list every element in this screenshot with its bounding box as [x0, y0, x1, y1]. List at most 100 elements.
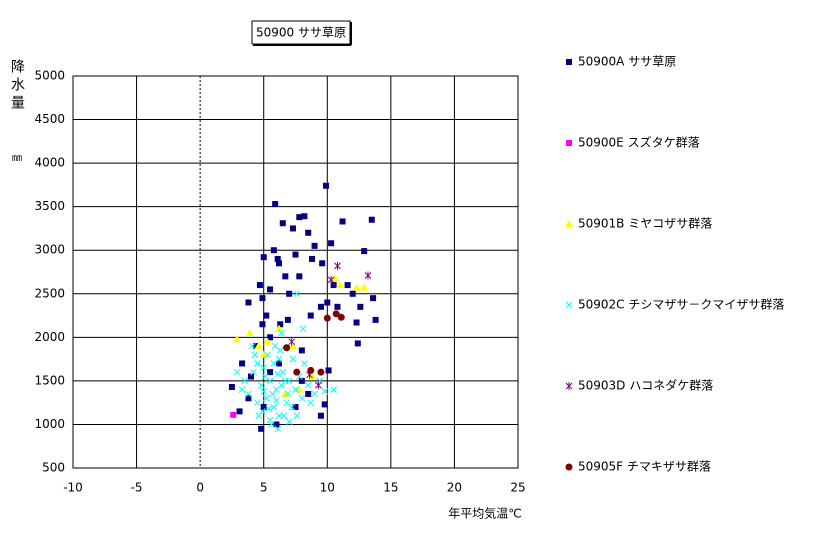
point	[292, 386, 299, 393]
point	[360, 283, 369, 291]
y-tick-label: 5000	[34, 69, 65, 83]
point	[281, 389, 290, 397]
point	[325, 367, 332, 374]
point	[323, 182, 330, 189]
point	[337, 313, 345, 321]
point	[334, 303, 341, 310]
point	[260, 364, 268, 372]
point	[275, 355, 283, 363]
point	[305, 229, 312, 236]
point	[259, 321, 266, 328]
point	[245, 390, 252, 398]
point	[305, 390, 312, 397]
y-tick-label: 1500	[34, 373, 65, 387]
chart-title: 50900 ササ草原	[256, 26, 346, 40]
point	[238, 386, 246, 393]
point	[279, 220, 286, 227]
point	[248, 342, 256, 350]
point	[364, 271, 372, 280]
point	[267, 421, 275, 428]
point	[370, 295, 377, 302]
point	[315, 381, 322, 390]
point	[368, 216, 375, 223]
legend-marker	[566, 140, 572, 146]
point	[296, 273, 303, 280]
point	[288, 337, 296, 346]
point	[256, 282, 263, 289]
point	[245, 395, 252, 402]
point	[284, 316, 291, 323]
legend-label: 50901B ミヤコザサ群落	[578, 217, 712, 231]
point	[324, 299, 331, 306]
point	[289, 225, 296, 232]
point	[260, 387, 268, 395]
point	[273, 421, 280, 428]
point	[317, 303, 324, 310]
point	[248, 373, 254, 380]
point	[288, 342, 297, 350]
point	[317, 412, 324, 419]
point	[239, 360, 246, 367]
point	[245, 328, 254, 336]
point	[264, 351, 271, 359]
x-tick-label: 5	[260, 481, 268, 495]
legend-label: 50903D ハコネダケ群落	[578, 378, 713, 393]
point	[270, 403, 278, 411]
plot-area	[72, 75, 519, 469]
point	[319, 260, 326, 267]
point	[269, 390, 276, 398]
point	[304, 381, 312, 389]
x-tick-label: -10	[63, 481, 83, 495]
point	[349, 290, 356, 297]
x-tick-label: 0	[196, 481, 204, 495]
y-tick-label: 1000	[34, 417, 65, 431]
point	[262, 394, 270, 402]
point	[336, 281, 344, 289]
point	[271, 342, 279, 350]
point	[344, 282, 351, 289]
point	[317, 368, 325, 376]
point	[293, 290, 301, 298]
point	[289, 355, 297, 363]
x-tick-label: 25	[510, 481, 525, 495]
point	[273, 396, 280, 404]
point	[266, 416, 274, 424]
point	[299, 325, 307, 332]
point	[282, 273, 289, 280]
legend-marker	[565, 301, 573, 309]
point	[228, 383, 235, 390]
point	[241, 377, 248, 385]
y-tick-label: 2500	[34, 286, 65, 300]
y-tick-label: 2000	[34, 330, 65, 344]
point	[277, 321, 284, 328]
legend-label: 50902C チシマザサ－クマイザサ群落	[578, 298, 784, 312]
point	[354, 340, 361, 347]
legend-marker	[566, 59, 572, 65]
point	[274, 324, 283, 332]
y-tick-label: 4500	[34, 112, 65, 126]
point	[339, 218, 346, 225]
point	[285, 418, 293, 426]
point	[254, 360, 261, 367]
point	[283, 399, 290, 407]
point	[296, 214, 303, 221]
point	[258, 425, 265, 432]
legend-marker	[565, 463, 573, 471]
point	[279, 368, 287, 376]
point	[361, 248, 368, 255]
point	[301, 213, 308, 220]
legend-label: 50900E スズタケ群落	[578, 135, 700, 150]
point	[275, 412, 283, 420]
point	[257, 381, 265, 389]
point	[321, 401, 328, 408]
y-axis-label: 降水量	[9, 59, 25, 113]
point	[263, 312, 270, 319]
point	[274, 255, 281, 262]
point	[307, 312, 314, 319]
point	[298, 394, 306, 402]
point	[254, 399, 261, 407]
y-tick-label: 500	[42, 461, 65, 475]
point	[270, 247, 277, 254]
point	[253, 343, 260, 350]
